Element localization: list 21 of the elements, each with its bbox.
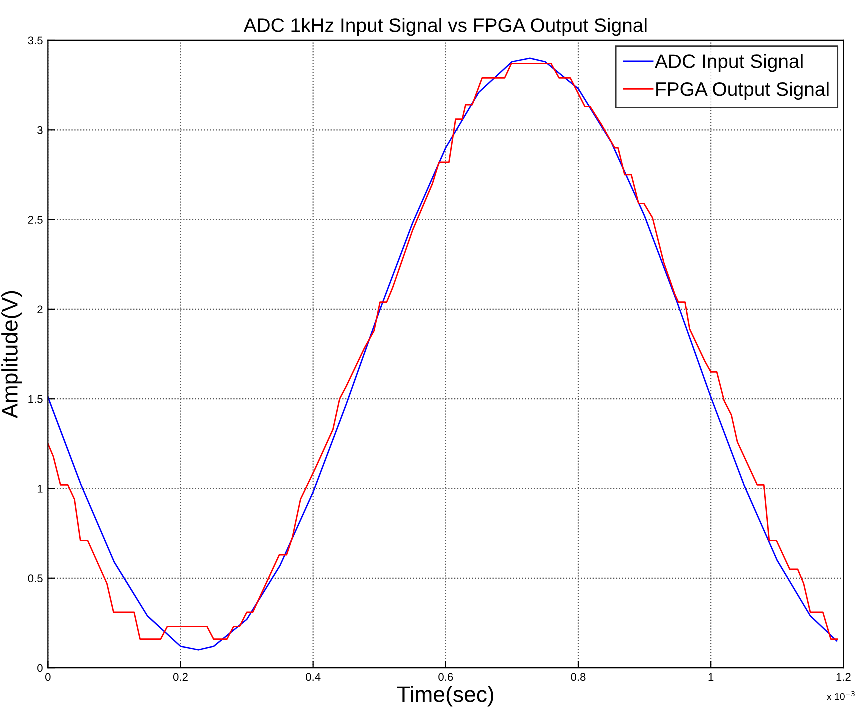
x-tick-label: 0.2 [173, 673, 188, 682]
x-tick-label: 0.6 [438, 673, 454, 682]
chart-title: ADC 1kHz Input Signal vs FPGA Output Signal [244, 18, 647, 36]
y-tick-label: 0 [38, 664, 43, 672]
text: x 10$^{−3}$ [827, 691, 855, 700]
y-tick-label: 1.5 [28, 395, 43, 404]
legend-label: FPGA Output Signal [656, 82, 829, 100]
y-tick-label: 3 [38, 126, 43, 134]
x-tick-label: 0 [46, 673, 51, 682]
x-tick-label: 1 [708, 673, 714, 681]
x-tick-label: 0.4 [306, 673, 321, 682]
x-axis-title: Time(sec) [397, 686, 494, 707]
y-tick-label: 2 [38, 306, 43, 314]
x-tick-label: 0.8 [571, 673, 586, 682]
y-tick-label: 0.5 [28, 574, 43, 583]
legend-label: ADC Input Signal [654, 54, 803, 72]
x-tick-label: 1.2 [836, 673, 851, 681]
y-tick-label: 1 [38, 485, 43, 493]
y-axis-title: Amplitude(V) [2, 291, 22, 418]
y-tick-label: 3.5 [28, 36, 43, 45]
y-tick-label: 2.5 [28, 216, 43, 224]
